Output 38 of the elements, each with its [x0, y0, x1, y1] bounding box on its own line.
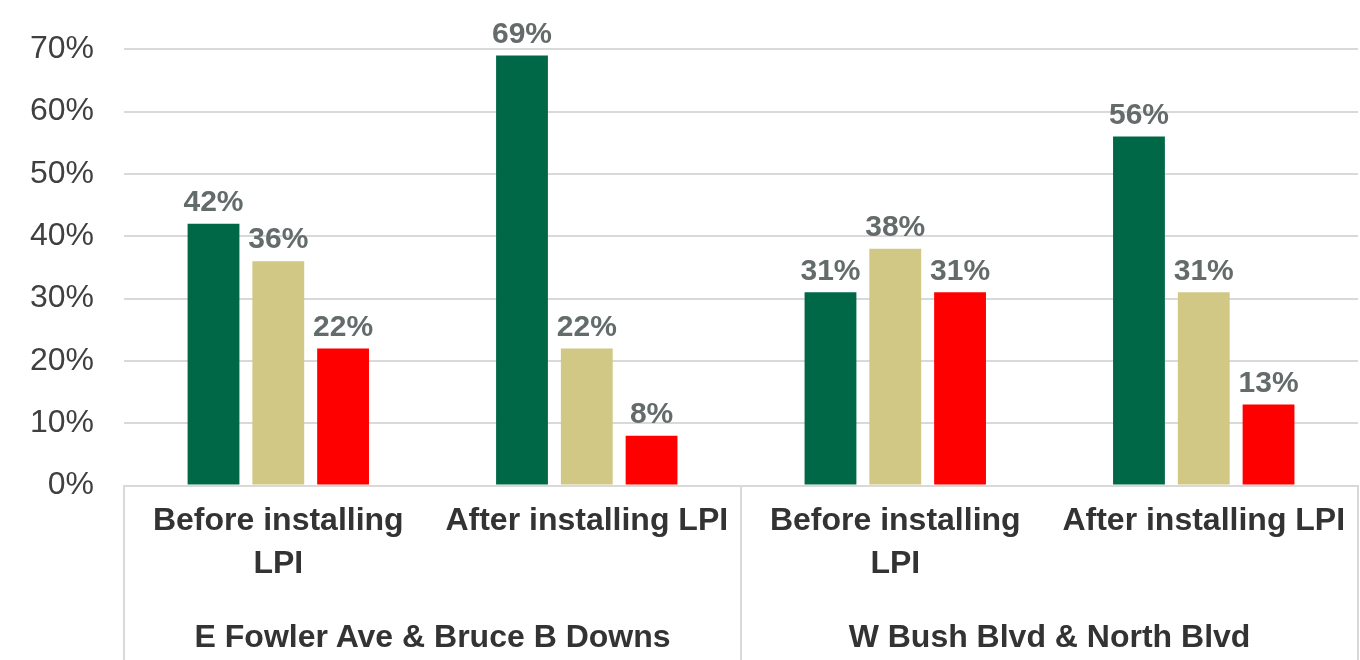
- bar: [1113, 136, 1165, 485]
- x-tick-label: After installing LPI: [445, 501, 729, 538]
- y-tick-label: 10%: [30, 403, 95, 440]
- y-tick-label: 70%: [30, 29, 95, 66]
- bar: [560, 348, 613, 485]
- y-tick-label: 60%: [30, 91, 95, 128]
- x-tick-label: After installing LPI: [1062, 501, 1346, 538]
- data-label: 42%: [183, 184, 244, 218]
- y-tick-label: 30%: [30, 278, 95, 315]
- y-tick-label: 40%: [30, 216, 95, 253]
- data-label: 38%: [865, 208, 926, 242]
- data-label: 56%: [1108, 96, 1169, 130]
- bar: [317, 348, 369, 485]
- bar: [869, 248, 922, 485]
- data-label: 22%: [313, 308, 374, 342]
- data-label: 13%: [1238, 364, 1299, 398]
- bar: [1177, 292, 1230, 485]
- x-tick-label: Before installing LPI: [152, 501, 404, 581]
- bar: [934, 292, 986, 485]
- y-tick-label: 50%: [30, 153, 95, 190]
- data-label: 31%: [930, 252, 991, 286]
- bar: [1242, 404, 1295, 485]
- data-label: 36%: [248, 221, 309, 255]
- data-label: 22%: [556, 308, 617, 342]
- bar: [496, 55, 548, 485]
- bar: [804, 292, 857, 485]
- data-label: 31%: [1173, 252, 1234, 286]
- text: W Bush Blvd & North Blvd: [848, 617, 1251, 654]
- bar: [187, 223, 240, 485]
- y-tick-label: 20%: [30, 340, 95, 377]
- data-label: 8%: [629, 395, 674, 429]
- x-tick-label: Before installing LPI: [769, 501, 1021, 581]
- bar: [625, 435, 678, 485]
- bar: [252, 261, 305, 485]
- data-label: 69%: [491, 15, 553, 49]
- y-tick-label: 0%: [47, 465, 95, 502]
- text: E Fowler Ave & Bruce B Downs: [194, 617, 671, 654]
- data-label: 31%: [800, 252, 861, 286]
